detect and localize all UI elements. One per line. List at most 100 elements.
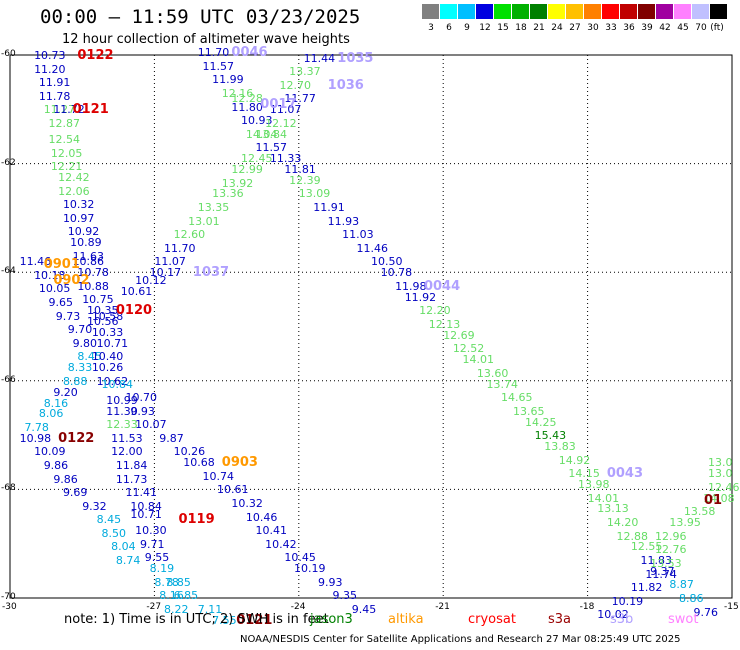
wave-height-value: 13.0 — [708, 467, 733, 481]
wave-height-value: 12.16 — [221, 87, 254, 100]
wave-height-value: 8.50 — [101, 526, 126, 540]
wave-height-value: 11.91 — [38, 76, 71, 90]
wave-height-value: 12.54 — [48, 133, 81, 147]
satellite-legend-cryosat: cryosat — [468, 612, 516, 627]
wave-height-value: 8.87 — [669, 578, 694, 592]
color-scale-swatch — [458, 4, 475, 19]
wave-height-value: 10.88 — [77, 279, 109, 293]
wave-height-value: 12.13 — [428, 317, 461, 331]
wave-height-value: 11.82 — [630, 581, 663, 595]
wave-height-value: 12.60 — [173, 228, 206, 242]
wave-height-value: 10.98 — [19, 431, 52, 445]
wave-height-value: 10.46 — [245, 510, 278, 524]
wave-height-value: 12.70 — [279, 78, 312, 92]
wave-height-value: 11.07 — [269, 103, 302, 117]
latitude-tick-label: -66 — [1, 374, 16, 385]
pass-time-label: 0121 — [72, 102, 109, 118]
wave-height-value: 10.73 — [34, 49, 66, 62]
latitude-tick-label: -60 — [1, 49, 16, 59]
wave-height-value: 13.53 — [650, 556, 682, 570]
wave-height-value: 9.35 — [332, 589, 357, 603]
wave-height-value: 13.35 — [197, 201, 230, 215]
color-scale-label: 9 — [464, 23, 470, 33]
wave-height-value: 8.19 — [149, 562, 175, 576]
wave-height-value: 12.99 — [231, 163, 263, 177]
color-scale-label: 12 — [479, 23, 491, 33]
wave-height-value: 11.41 — [125, 486, 158, 500]
pass-time-label: 0121 — [236, 612, 273, 628]
color-scale-swatch — [440, 4, 457, 19]
pass-time-label: 0044 — [423, 278, 461, 294]
wave-height-value: 10.62 — [96, 374, 129, 388]
wave-height-value: 11.63 — [72, 249, 105, 263]
wave-height-value: 12.20 — [419, 304, 451, 318]
color-scale-label: 24 — [551, 23, 563, 33]
wave-height-value: 14.15 — [568, 467, 600, 481]
wave-height-value: 12.42 — [58, 171, 90, 185]
wave-height-value: 11.70 — [197, 46, 230, 60]
latitude-tick-label: -64 — [1, 266, 16, 277]
color-scale-label: 3 — [428, 23, 434, 33]
wave-height-value: 12.76 — [654, 543, 687, 557]
wave-height-value: 14.08 — [703, 491, 735, 505]
color-scale-label: 36 — [623, 23, 635, 33]
color-scale-swatch — [656, 4, 673, 19]
wave-height-value: 9.87 — [159, 431, 184, 445]
wave-height-value: 11.93 — [327, 214, 360, 228]
page-title: 00:00 – 11:59 UTC 03/23/2025 — [40, 6, 361, 28]
wave-height-value: 12.52 — [452, 342, 485, 356]
wave-height-value: 11.84 — [115, 458, 148, 472]
pass-time-label: 0046 — [231, 45, 268, 61]
wave-height-value: 13.0 — [708, 456, 733, 470]
wave-height-value: 11.33 — [269, 152, 302, 166]
satellite-legend-s3b: s3b — [610, 612, 634, 627]
wave-height-value: 9.70 — [67, 323, 93, 337]
pass-time-label: 1037 — [192, 265, 230, 281]
wave-height-value: 11.91 — [313, 201, 345, 215]
wave-height-value: 11.99 — [212, 73, 244, 87]
wave-height-value: 10.99 — [106, 393, 138, 407]
color-scale-swatch — [602, 4, 619, 19]
wave-height-value: 10.78 — [380, 266, 413, 280]
wave-height-value: 11.78 — [38, 89, 71, 103]
satellite-legend-swot: swot — [668, 612, 699, 627]
wave-height-value: 9.80 — [72, 336, 98, 350]
wave-height-value: 10.02 — [597, 608, 629, 622]
wave-height-value: 10.18 — [34, 268, 66, 282]
pass-time-label: 0119 — [178, 512, 215, 528]
wave-height-value: 14.20 — [606, 515, 639, 529]
wave-height-value: 13.84 — [255, 127, 287, 141]
wave-height-value: 8.16 — [159, 589, 184, 603]
wave-height-value: 11.57 — [202, 59, 235, 73]
color-scale-label: 42 — [659, 23, 671, 33]
wave-height-value: 8.86 — [679, 592, 704, 605]
wave-height-value: 14.04 — [245, 127, 278, 141]
pass-time-label: 0122 — [77, 48, 114, 63]
wave-height-value: 12.69 — [443, 328, 475, 342]
wave-height-value: 7.11 — [197, 602, 223, 616]
longitude-tick-label: -24 — [290, 602, 306, 612]
wave-height-value: 11.81 — [284, 163, 316, 177]
wave-height-value: 13.65 — [512, 404, 545, 418]
wave-height-value: 9.86 — [43, 458, 69, 472]
color-scale-swatch — [512, 4, 529, 19]
wave-height-value: 11.70 — [164, 241, 196, 255]
wave-height-value: 10.42 — [265, 537, 297, 551]
wave-height-value: 14.92 — [558, 453, 591, 467]
wave-height-value: 8.04 — [111, 540, 136, 554]
wave-height-value: 10.07 — [135, 418, 167, 432]
wave-height-value: 10.05 — [38, 282, 71, 296]
wave-height-value: 12.33 — [106, 418, 138, 432]
wave-height-value: 10.75 — [82, 293, 114, 307]
map-plot — [9, 54, 733, 599]
wave-height-value: 10.71 — [130, 507, 162, 521]
longitude-tick-label: -27 — [146, 602, 162, 612]
wave-height-value: 10.89 — [70, 236, 102, 250]
pass-time-label: 0043 — [606, 466, 644, 482]
wave-height-value: 10.61 — [216, 483, 249, 497]
wave-height-value: 10.70 — [125, 391, 158, 405]
wave-height-value: 12.87 — [48, 116, 81, 130]
wave-height-value: 11.72 — [53, 103, 85, 117]
wave-height-value: 12.88 — [616, 529, 648, 543]
color-scale-swatch — [548, 4, 565, 19]
